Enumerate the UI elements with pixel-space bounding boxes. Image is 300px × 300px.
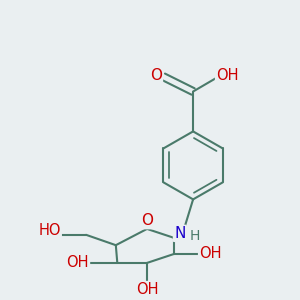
- Text: OH: OH: [199, 246, 222, 261]
- Text: OH: OH: [216, 68, 239, 83]
- Text: OH: OH: [136, 282, 158, 297]
- Text: OH: OH: [67, 255, 89, 270]
- Text: O: O: [150, 68, 162, 83]
- Text: H: H: [189, 229, 200, 243]
- Text: N: N: [174, 226, 185, 241]
- Text: O: O: [141, 213, 153, 228]
- Text: HO: HO: [38, 223, 61, 238]
